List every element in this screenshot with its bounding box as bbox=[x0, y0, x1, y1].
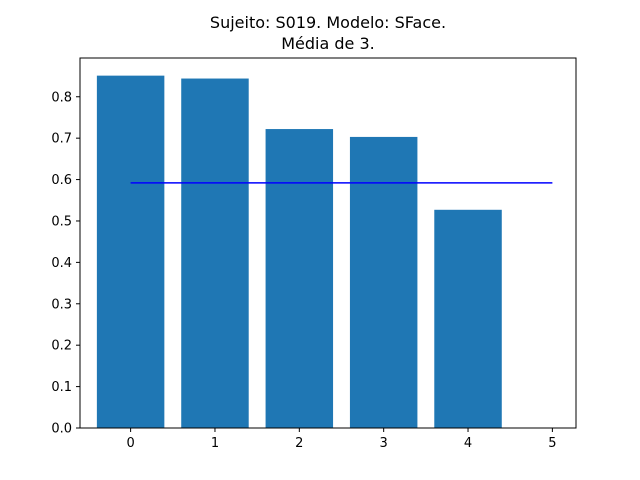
x-tick-label-2: 2 bbox=[295, 436, 303, 451]
plot-area: 0 1 2 3 4 5 0.0 0.1 0.2 0.3 0.4 0.5 0.6 0.7 0.8 bbox=[51, 57, 577, 451]
y-tick-label-0.8: 0.8 bbox=[51, 90, 72, 105]
y-tick-label-0.2: 0.2 bbox=[51, 339, 72, 354]
y-tick-label-0.3: 0.3 bbox=[51, 297, 72, 312]
y-tick-label-0.6: 0.6 bbox=[51, 173, 72, 188]
y-tick-label-0.4: 0.4 bbox=[51, 256, 72, 271]
y-tick-label-0.5: 0.5 bbox=[51, 214, 72, 229]
axes-frame bbox=[79, 57, 577, 429]
bar-4 bbox=[434, 209, 502, 428]
y-tick-label-0.1: 0.1 bbox=[51, 380, 72, 395]
bar-1 bbox=[181, 78, 249, 428]
x-tick-label-3: 3 bbox=[380, 436, 388, 451]
x-tick-label-4: 4 bbox=[464, 436, 472, 451]
y-tick-label-0.0: 0.0 bbox=[51, 422, 72, 437]
bar-0 bbox=[96, 75, 165, 428]
bar-2 bbox=[265, 129, 334, 428]
x-tick-label-0: 0 bbox=[126, 436, 134, 451]
x-tick-label-5: 5 bbox=[548, 436, 556, 451]
x-tick-label-1: 1 bbox=[211, 436, 219, 451]
chart-title-line-1: Sujeito: S019. Modelo: SFace. bbox=[210, 13, 446, 32]
y-tick-label-0.7: 0.7 bbox=[51, 132, 72, 147]
bar-3 bbox=[349, 136, 418, 428]
chart-title-line-2: Média de 3. bbox=[281, 34, 375, 53]
